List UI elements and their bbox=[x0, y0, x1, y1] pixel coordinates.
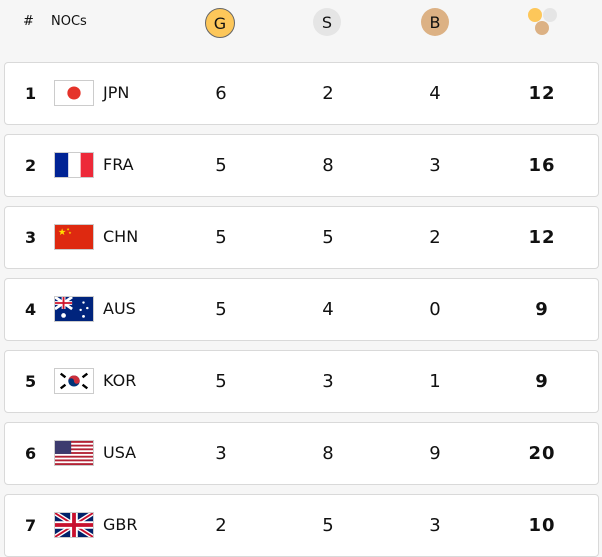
flag-uk-icon bbox=[54, 512, 94, 538]
bronze-count: 4 bbox=[429, 83, 441, 104]
flag-china-icon: ★ ★ ★ bbox=[54, 224, 94, 250]
flag-usa-icon bbox=[54, 440, 94, 466]
noc-code[interactable]: KOR bbox=[103, 371, 137, 390]
silver-header[interactable]: S bbox=[313, 8, 341, 36]
flag-japan-icon bbox=[54, 80, 94, 106]
table-row[interactable]: 4 AUS 5 4 0 9 bbox=[4, 278, 599, 341]
silver-count: 8 bbox=[322, 155, 334, 176]
noc-code[interactable]: FRA bbox=[103, 155, 134, 174]
rank: 3 bbox=[25, 228, 37, 247]
gold-count: 5 bbox=[215, 227, 227, 248]
gold-count: 3 bbox=[215, 443, 227, 464]
silver-count: 2 bbox=[322, 83, 334, 104]
silver-count: 5 bbox=[322, 227, 334, 248]
total-count: 16 bbox=[528, 155, 556, 176]
table-row[interactable]: 2 FRA 5 8 3 16 bbox=[4, 134, 599, 197]
svg-text:★: ★ bbox=[68, 231, 72, 235]
bronze-count: 3 bbox=[429, 155, 441, 176]
noc-code[interactable]: USA bbox=[103, 443, 137, 462]
table-row[interactable]: 6 USA 3 8 9 20 bbox=[4, 422, 599, 485]
rank: 5 bbox=[25, 372, 37, 391]
svg-text:★: ★ bbox=[58, 227, 67, 238]
total-count: 12 bbox=[528, 227, 556, 248]
rank-header: # bbox=[23, 14, 34, 29]
rank: 2 bbox=[25, 156, 37, 175]
gold-count: 6 bbox=[215, 83, 227, 104]
rank: 4 bbox=[25, 300, 37, 319]
total-count: 20 bbox=[528, 443, 556, 464]
rank: 7 bbox=[25, 516, 37, 535]
total-count: 9 bbox=[535, 371, 549, 392]
bronze-count: 0 bbox=[429, 299, 441, 320]
flag-australia-icon bbox=[54, 296, 94, 322]
noc-header[interactable]: NOCs bbox=[51, 14, 87, 29]
gold-header[interactable]: G bbox=[205, 8, 235, 38]
table-row[interactable]: 3 ★ ★ ★ CHN 5 5 2 12 bbox=[4, 206, 599, 269]
table-row[interactable]: 7 GBR 2 5 3 10 bbox=[4, 494, 599, 557]
noc-code[interactable]: AUS bbox=[103, 299, 136, 318]
bronze-count: 3 bbox=[429, 515, 441, 536]
noc-code[interactable]: GBR bbox=[103, 515, 138, 534]
rank: 6 bbox=[25, 444, 37, 463]
total-count: 10 bbox=[528, 515, 556, 536]
bronze-count: 1 bbox=[429, 371, 441, 392]
gold-count: 5 bbox=[215, 371, 227, 392]
silver-count: 8 bbox=[322, 443, 334, 464]
medals-total-icon[interactable] bbox=[526, 6, 560, 36]
table-header: # NOCs G S B bbox=[0, 0, 602, 56]
silver-count: 5 bbox=[322, 515, 334, 536]
gold-count: 5 bbox=[215, 155, 227, 176]
silver-count: 4 bbox=[322, 299, 334, 320]
rank: 1 bbox=[25, 84, 37, 103]
silver-count: 3 bbox=[322, 371, 334, 392]
bronze-count: 9 bbox=[429, 443, 441, 464]
flag-korea-icon bbox=[54, 368, 94, 394]
bronze-count: 2 bbox=[429, 227, 441, 248]
svg-text:★: ★ bbox=[66, 228, 70, 232]
bronze-header[interactable]: B bbox=[421, 8, 449, 36]
table-row[interactable]: 5 KOR 5 3 1 9 bbox=[4, 350, 599, 413]
gold-count: 5 bbox=[215, 299, 227, 320]
noc-code[interactable]: CHN bbox=[103, 227, 139, 246]
noc-code[interactable]: JPN bbox=[103, 83, 130, 102]
gold-count: 2 bbox=[215, 515, 227, 536]
total-count: 12 bbox=[528, 83, 556, 104]
total-count: 9 bbox=[535, 299, 549, 320]
flag-france-icon bbox=[54, 152, 94, 178]
table-row[interactable]: 1 JPN 6 2 4 12 bbox=[4, 62, 599, 125]
